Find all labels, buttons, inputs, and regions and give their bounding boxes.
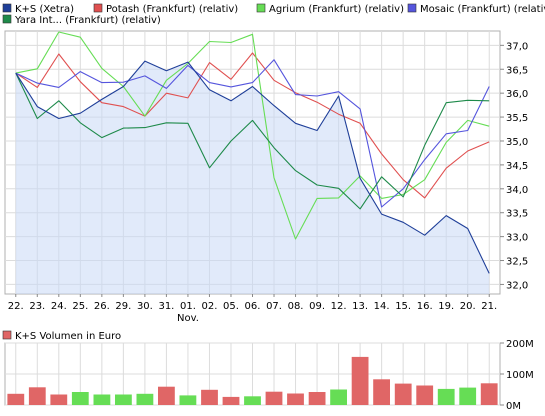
x-tick-label: 05. bbox=[223, 301, 239, 312]
volume-bar bbox=[115, 394, 132, 405]
x-tick-label: 14. bbox=[374, 301, 390, 312]
volume-bar bbox=[7, 393, 25, 405]
series-line bbox=[15, 72, 490, 210]
legend-label: K+S (Xetra) bbox=[15, 4, 74, 15]
x-tick-label: 30. bbox=[137, 301, 153, 312]
x-tick-label: 01. bbox=[180, 301, 196, 312]
volume-bar bbox=[287, 393, 304, 405]
volume-bar bbox=[244, 396, 261, 405]
x-tick-label: 25. bbox=[72, 301, 88, 312]
volume-bar bbox=[330, 389, 347, 405]
volume-bar bbox=[222, 396, 240, 405]
volume-y-tick-label: 200M bbox=[506, 339, 534, 350]
x-tick-label: 15. bbox=[395, 301, 411, 312]
x-tick-label: 23. bbox=[29, 301, 45, 312]
legend-label: Potash (Frankfurt) (relativ) bbox=[106, 4, 238, 15]
volume-bar bbox=[265, 391, 283, 405]
legend-label: Mosaic (Frankfurt) (relativ) bbox=[420, 4, 545, 15]
x-tick-label: 20. bbox=[460, 301, 476, 312]
x-tick-label: 26. bbox=[94, 301, 110, 312]
y-tick-label: 36,0 bbox=[506, 89, 528, 100]
series-line bbox=[15, 52, 490, 199]
legend-swatch bbox=[93, 3, 103, 13]
y-tick-label: 37,0 bbox=[506, 41, 528, 52]
volume-bar bbox=[71, 392, 89, 405]
y-tick-label: 32,5 bbox=[506, 257, 528, 268]
y-tick-label: 33,0 bbox=[506, 233, 528, 244]
volume-bar bbox=[136, 393, 154, 405]
y-tick-label: 32,0 bbox=[506, 280, 528, 291]
volume-bar bbox=[158, 386, 175, 405]
volume-bar bbox=[28, 387, 46, 405]
volume-bar bbox=[308, 392, 326, 405]
volume-bar bbox=[93, 394, 111, 405]
x-tick-label: 24. bbox=[51, 301, 67, 312]
x-tick-label: 02. bbox=[202, 301, 218, 312]
legend-label: Yara Int... (Frankfurt) (relativ) bbox=[14, 15, 161, 26]
volume-y-tick-label: 0M bbox=[506, 401, 521, 412]
volume-title: K+S Volumen in Euro bbox=[15, 331, 121, 342]
y-tick-label: 35,5 bbox=[506, 113, 528, 124]
y-tick-label: 34,0 bbox=[506, 185, 528, 196]
volume-y-tick-label: 100M bbox=[506, 370, 534, 381]
x-tick-label: 31. bbox=[158, 301, 174, 312]
y-tick-label: 35,0 bbox=[506, 137, 528, 148]
legend-label: Agrium (Frankfurt) (relativ) bbox=[269, 4, 404, 15]
x-tick-label: 07. bbox=[266, 301, 282, 312]
legend-swatch bbox=[2, 3, 12, 13]
x-tick-label: 08. bbox=[288, 301, 304, 312]
x-tick-sublabel: Nov. bbox=[177, 313, 199, 324]
volume-bar bbox=[394, 383, 412, 405]
y-tick-label: 34,5 bbox=[506, 161, 528, 172]
x-tick-label: 19. bbox=[438, 301, 454, 312]
volume-bar bbox=[50, 394, 68, 405]
volume-bar bbox=[351, 356, 369, 405]
area-fill bbox=[15, 61, 490, 294]
series-line bbox=[15, 31, 490, 240]
x-tick-label: 29. bbox=[115, 301, 131, 312]
volume-bar bbox=[373, 379, 390, 405]
legend-swatch bbox=[407, 3, 417, 13]
x-tick-label: 21. bbox=[481, 301, 497, 312]
y-tick-label: 33,5 bbox=[506, 209, 528, 220]
x-tick-label: 06. bbox=[245, 301, 261, 312]
volume-bar bbox=[201, 389, 218, 405]
legend-swatch bbox=[256, 3, 266, 13]
volume-bar bbox=[459, 387, 477, 405]
legend-swatch bbox=[2, 14, 12, 24]
x-tick-label: 16. bbox=[417, 301, 433, 312]
volume-bar bbox=[416, 385, 434, 405]
series-line bbox=[15, 60, 490, 274]
volume-bar bbox=[480, 383, 498, 405]
volume-bar bbox=[437, 388, 455, 405]
x-tick-label: 09. bbox=[309, 301, 325, 312]
x-tick-label: 13. bbox=[352, 301, 368, 312]
y-tick-label: 36,5 bbox=[506, 65, 528, 76]
x-tick-label: 22. bbox=[8, 301, 24, 312]
volume-legend-swatch bbox=[2, 330, 12, 340]
volume-bar bbox=[179, 395, 197, 405]
x-tick-label: 12. bbox=[331, 301, 347, 312]
